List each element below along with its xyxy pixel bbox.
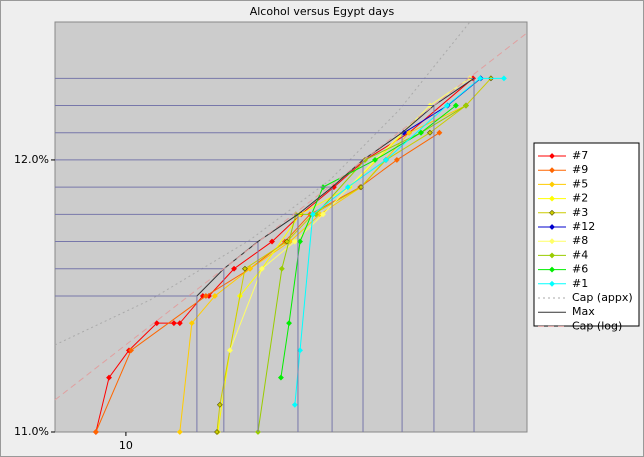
legend-label: #5 — [572, 177, 588, 190]
data-point — [477, 75, 483, 82]
data-point — [344, 184, 351, 191]
data-point — [436, 129, 443, 136]
y-tick-label: 11.0% — [14, 425, 49, 438]
legend-label: #6 — [572, 263, 588, 276]
legend-label: #1 — [572, 277, 588, 290]
series-line — [294, 77, 504, 405]
data-point — [153, 320, 160, 327]
data-point — [286, 320, 292, 327]
y-tick-label: 12.0% — [14, 153, 49, 166]
legend-label: #7 — [572, 149, 588, 162]
data-point — [406, 129, 413, 136]
data-point — [291, 238, 298, 245]
data-point — [176, 320, 183, 327]
legend-marker — [549, 195, 555, 202]
data-point — [269, 238, 275, 245]
legend-marker — [549, 238, 555, 245]
data-point — [278, 265, 285, 272]
series-line — [54, 21, 471, 346]
data-point — [214, 429, 220, 435]
data-point — [92, 429, 99, 435]
data-point — [170, 320, 177, 327]
data-point — [330, 184, 337, 191]
data-point — [383, 157, 389, 163]
legend-label: Max — [572, 305, 595, 318]
legend-label: #9 — [572, 163, 588, 176]
data-point — [176, 429, 183, 435]
data-point — [393, 157, 400, 163]
legend-marker — [549, 224, 555, 230]
data-point — [258, 265, 265, 272]
legend-label: #8 — [572, 234, 588, 247]
legend-marker — [549, 181, 555, 188]
data-point — [231, 265, 237, 272]
legend-label: #4 — [572, 248, 588, 261]
data-point — [278, 374, 284, 381]
data-point — [202, 293, 209, 299]
data-point — [372, 157, 378, 163]
data-point — [501, 75, 507, 82]
legend-marker — [549, 280, 555, 287]
data-point — [291, 401, 298, 408]
legend-label: #12 — [572, 220, 595, 233]
legend-label: Cap (appx) — [572, 291, 633, 304]
data-point — [241, 265, 248, 272]
data-point — [128, 347, 134, 354]
data-point — [106, 374, 112, 381]
legend-marker — [549, 153, 555, 159]
legend-label: Cap (log) — [572, 319, 622, 332]
data-point — [188, 320, 195, 327]
data-point — [400, 129, 407, 136]
data-point — [452, 102, 459, 109]
data-point — [211, 293, 218, 299]
data-point — [418, 129, 424, 136]
data-point — [227, 347, 233, 354]
data-point — [427, 129, 433, 136]
data-point — [463, 102, 469, 109]
legend-marker — [549, 209, 555, 216]
legend-marker — [549, 167, 555, 174]
legend-marker — [549, 252, 555, 259]
data-point — [362, 157, 368, 163]
data-point — [309, 211, 316, 218]
data-point — [443, 102, 450, 109]
series-line — [216, 77, 492, 433]
legend-label: #2 — [572, 192, 588, 205]
chart-title: Alcohol versus Egypt days — [250, 5, 395, 18]
data-point — [216, 401, 223, 408]
legend-label: #3 — [572, 206, 588, 219]
data-point — [320, 211, 326, 218]
series-line — [196, 77, 475, 297]
data-point — [247, 265, 253, 272]
legend-marker — [549, 266, 555, 273]
legend — [533, 142, 640, 327]
x-tick-label: 10 — [119, 439, 133, 452]
